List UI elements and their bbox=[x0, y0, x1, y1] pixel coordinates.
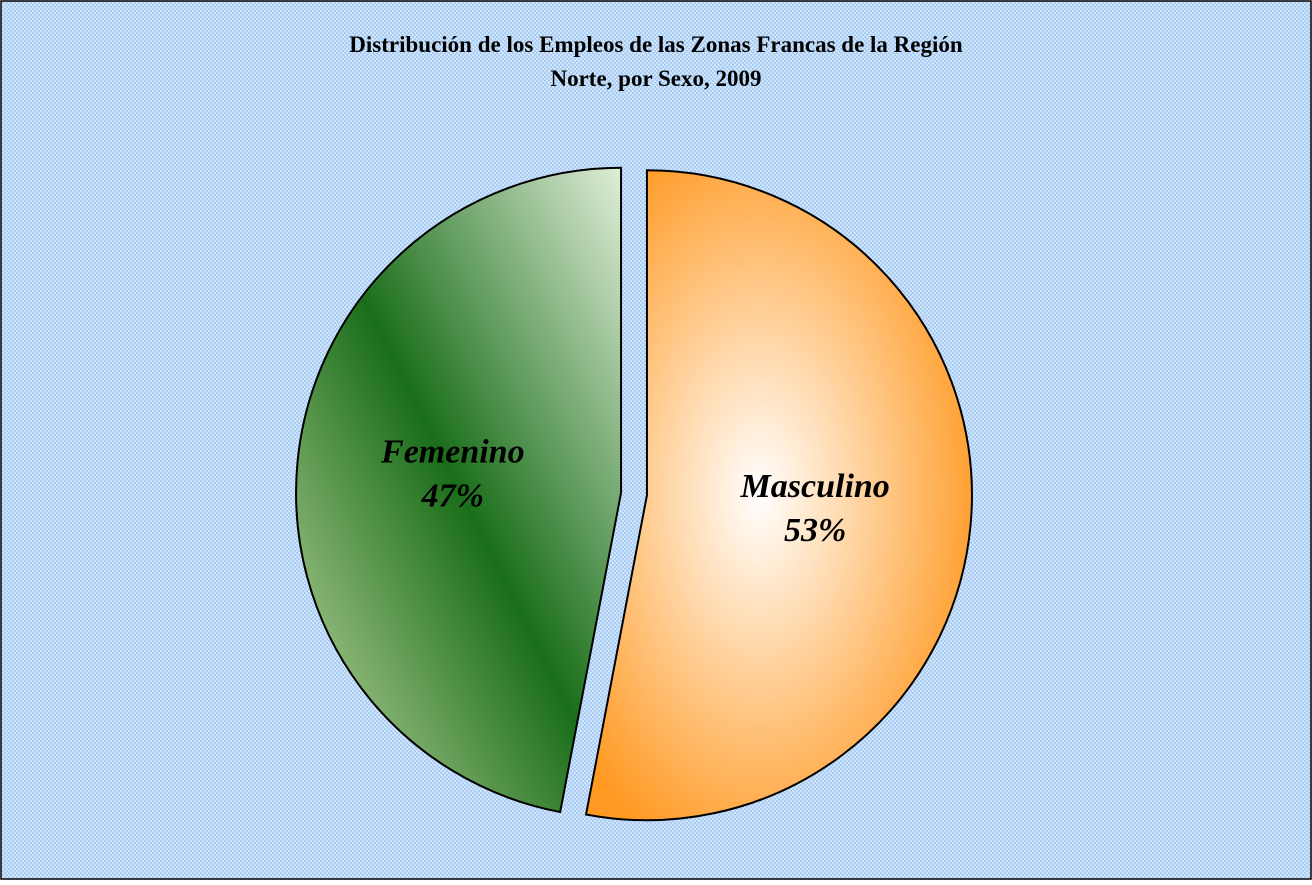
value-label: 47% bbox=[421, 478, 484, 515]
chart-title: Distribución de los Empleos de las Zonas… bbox=[349, 32, 963, 91]
pie-slice bbox=[584, 169, 973, 822]
slice-label: Masculino bbox=[740, 468, 890, 505]
value-label: 53% bbox=[784, 512, 846, 549]
slice-label: Femenino bbox=[380, 434, 525, 471]
pie-slice bbox=[295, 166, 623, 814]
